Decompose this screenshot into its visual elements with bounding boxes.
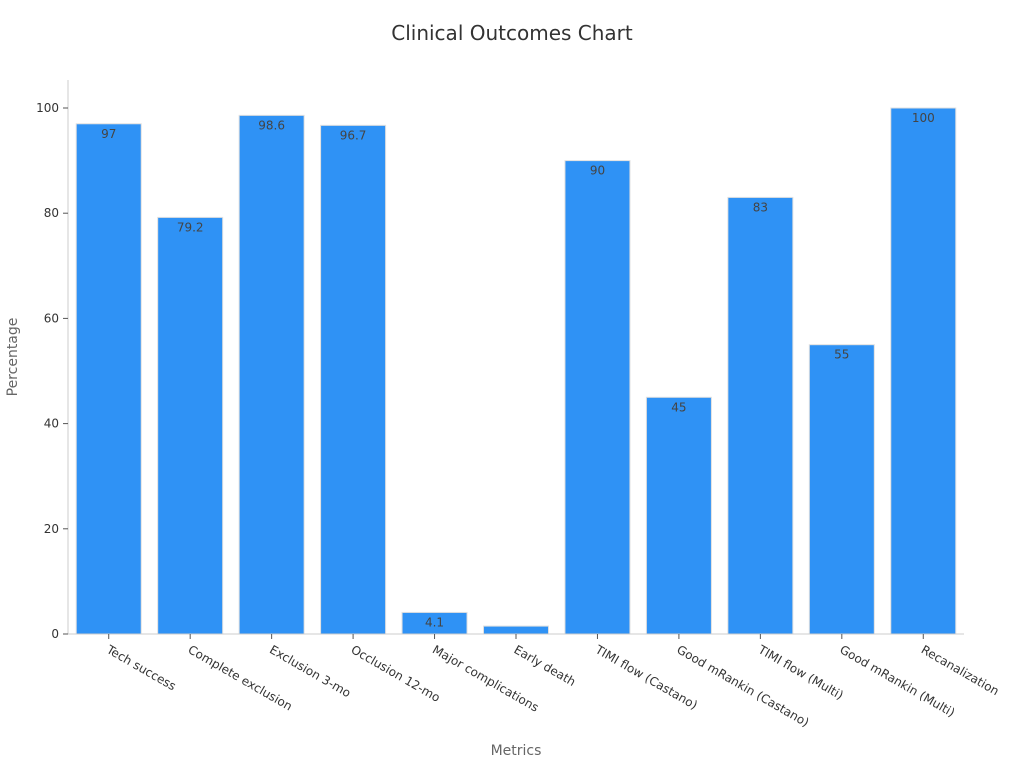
x-axis-title: Metrics: [491, 743, 542, 759]
x-tick-label: Tech success: [103, 642, 178, 693]
bar: [238, 114, 305, 635]
bar: [645, 396, 712, 635]
y-tick-label: 40: [44, 417, 59, 431]
data-label: 4.1: [425, 615, 444, 629]
x-tick-label: Early death: [512, 642, 579, 689]
data-label: 45: [671, 400, 686, 414]
data-label: 96.7: [340, 128, 367, 142]
data-label: 100: [912, 111, 935, 125]
y-axis-title: Percentage: [5, 318, 21, 397]
y-tick-label: 100: [36, 101, 59, 115]
bar: [320, 124, 387, 635]
data-label: 55: [834, 348, 849, 362]
chart-title: Clinical Outcomes Chart: [391, 21, 633, 45]
data-label: 98.6: [258, 118, 285, 132]
bar: [727, 196, 794, 635]
x-tick-label: Exclusion 3-mo: [267, 642, 353, 700]
x-tick-label: Good mRankin (Castano): [674, 642, 811, 729]
bar: [890, 107, 957, 635]
bar: [808, 344, 875, 635]
y-tick-label: 20: [44, 522, 59, 536]
x-tick-label: Occlusion 12-mo: [349, 642, 443, 704]
y-tick-label: 60: [44, 311, 59, 325]
y-tick-label: 0: [51, 627, 59, 641]
data-label: 79.2: [177, 220, 204, 234]
y-tick-label: 80: [44, 206, 59, 220]
data-label: 90: [590, 164, 605, 178]
bar: [483, 625, 549, 635]
bars-group: 97 79.2 98.6 96.7 4.1 90 45 83 55 100: [75, 107, 957, 635]
x-tick-label: Recanalization: [919, 642, 1002, 698]
data-label: 83: [753, 200, 768, 214]
bar: [157, 216, 224, 635]
data-label: 97: [101, 127, 116, 141]
bar: [75, 123, 142, 635]
bar: [564, 160, 631, 635]
